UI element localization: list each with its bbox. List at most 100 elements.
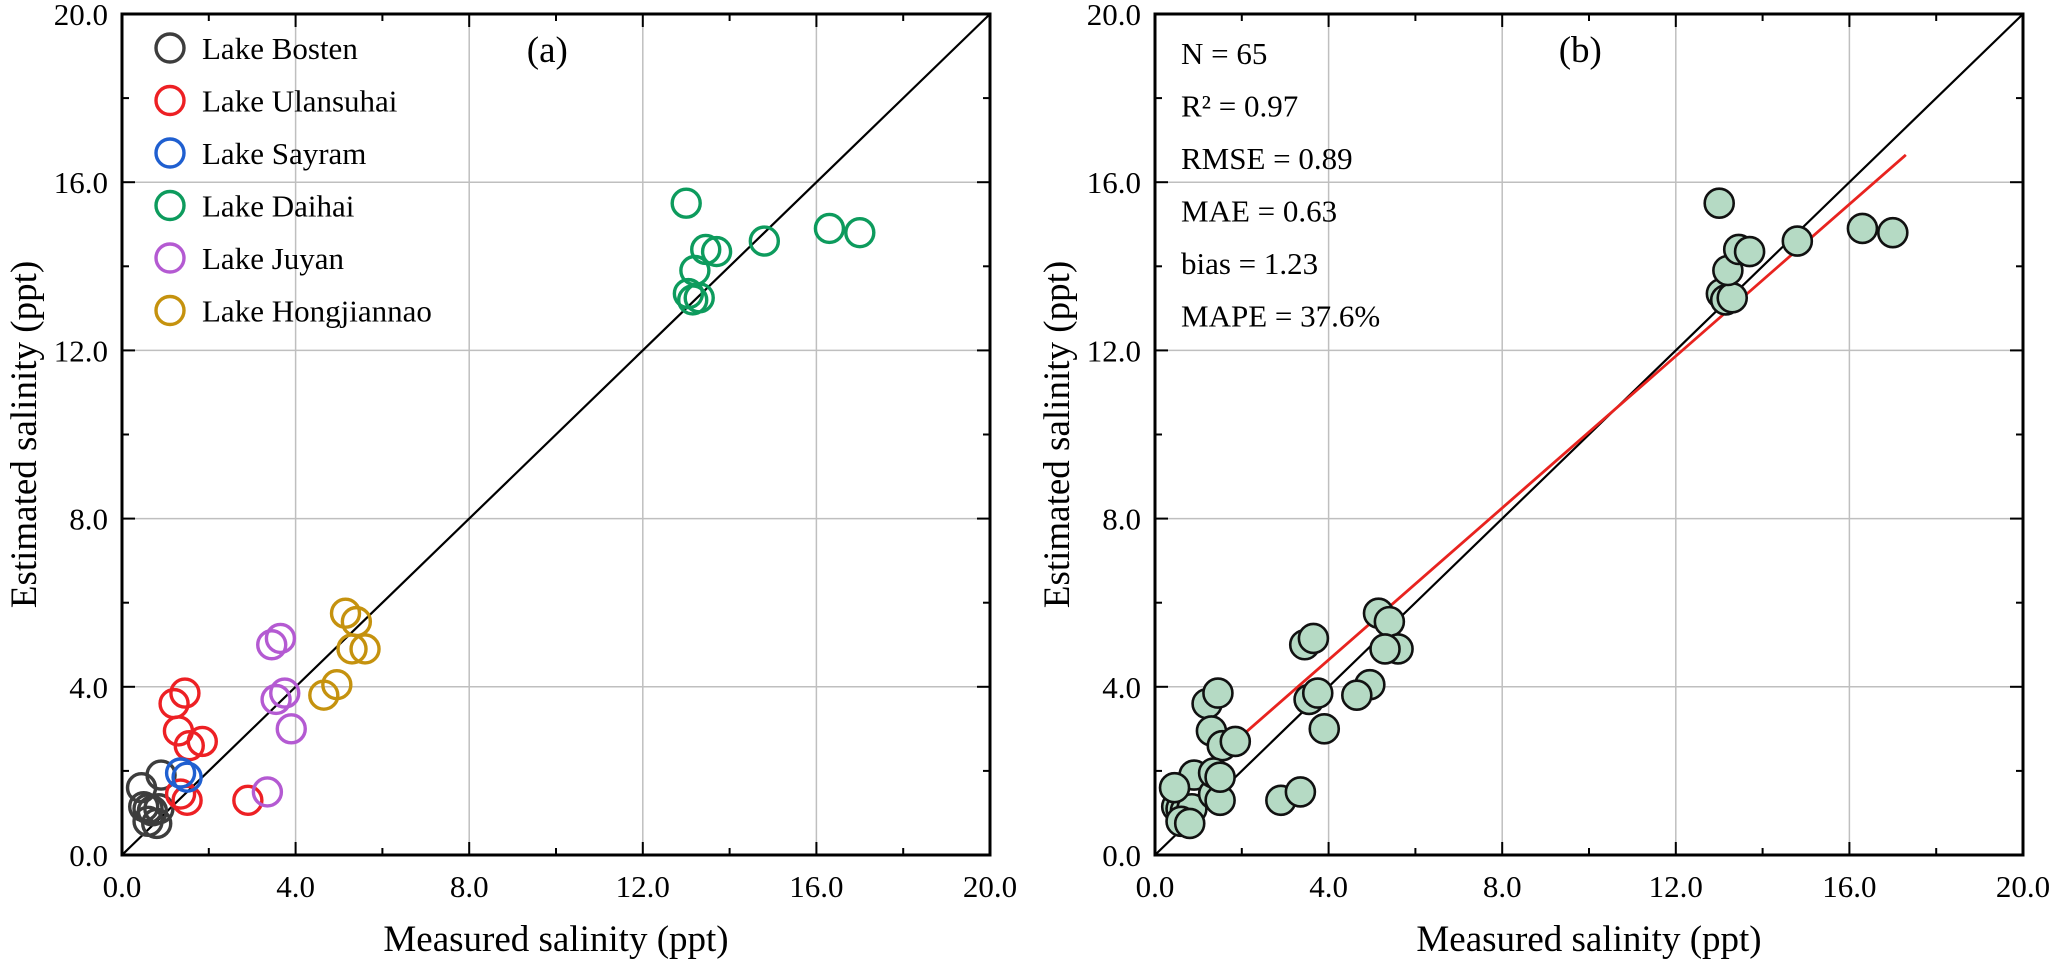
x-tick-label: 20.0 — [963, 869, 1017, 904]
legend-swatch-lake-hongjiannao — [154, 294, 186, 327]
x-tick-label: 12.0 — [616, 869, 670, 904]
panel-label: (a) — [527, 30, 568, 71]
data-point-lake-daihai — [844, 216, 876, 249]
data-point-all-lakes — [1158, 771, 1191, 804]
data-point-lake-ulansuhai — [186, 725, 218, 758]
y-tick-label: 12.0 — [54, 333, 108, 368]
data-point-lake-hongjiannao — [349, 633, 381, 665]
legend-label-lake-bosten: Lake Bosten — [202, 31, 358, 66]
data-point-lake-juyan — [256, 629, 288, 661]
data-point-all-lakes — [1369, 633, 1401, 665]
x-tick-label: 12.0 — [1649, 869, 1703, 904]
x-tick-label: 0.0 — [1136, 869, 1175, 904]
legend-label-lake-juyan: Lake Juyan — [202, 241, 345, 276]
data-point-lake-bosten — [125, 772, 158, 804]
data-point-all-lakes — [1202, 677, 1234, 709]
data-point-lake-hongjiannao — [336, 633, 368, 665]
data-point-all-lakes — [1297, 622, 1330, 655]
scatter-plot-a: 0.00.0 4.0 4.0 8.0 8.0 12.0 12.0 16.0 16.0 20.0 20… — [0, 0, 1034, 973]
data-point-lake-daihai — [748, 225, 781, 257]
stat-annotation: bias = 1.23 — [1181, 246, 1318, 281]
data-point-all-lakes — [1703, 187, 1736, 220]
data-point-lake-daihai — [670, 187, 702, 219]
data-point-lake-ulansuhai — [232, 784, 264, 817]
data-point-lake-sayram — [171, 761, 203, 793]
data-point-lake-daihai — [690, 233, 722, 266]
y-tick-label: 20.0 — [54, 0, 108, 32]
legend-swatch-lake-daihai — [154, 189, 186, 222]
y-tick-label: 12.0 — [1087, 333, 1141, 368]
y-axis-label: Estimated salinity (ppt) — [1037, 261, 1078, 608]
data-point-all-lakes — [1308, 713, 1341, 745]
data-point-lake-daihai — [813, 212, 846, 245]
scatter-plot-b: 0.00.0 4.0 4.0 8.0 8.0 12.0 12.0 16.0 16.0 20.0 20… — [1033, 0, 2067, 973]
data-point-lake-juyan — [251, 776, 284, 808]
data-point-lake-ulansuhai — [164, 778, 197, 810]
y-tick-label: 0.0 — [1102, 838, 1141, 873]
legend-swatch-lake-bosten — [154, 32, 186, 64]
data-point-all-lakes — [1781, 225, 1814, 257]
plot-background — [0, 0, 1034, 973]
stat-annotation: RMSE = 0.89 — [1181, 141, 1353, 176]
x-tick-label: 4.0 — [276, 869, 315, 904]
y-tick-label: 8.0 — [69, 502, 108, 537]
y-tick-label: 4.0 — [1102, 670, 1141, 705]
data-point-all-lakes — [1876, 216, 1909, 249]
panel-b: 0.0 0.0 4.0 4.0 8.0 8.0 12.0 12.0 16.0 16.0 20.0 20… — [1033, 0, 2067, 973]
identity-line — [121, 13, 991, 856]
data-point-lake-juyan — [264, 622, 297, 655]
y-axis-label: Estimated salinity (ppt) — [4, 261, 45, 608]
legend-swatch-lake-sayram — [154, 137, 186, 169]
y-tick-label: 4.0 — [69, 670, 108, 705]
data-point-all-lakes — [1219, 725, 1252, 758]
data-point-lake-ulansuhai — [169, 677, 201, 709]
legend-label-lake-ulansuhai: Lake Ulansuhai — [202, 84, 398, 119]
data-point-all-lakes — [1341, 679, 1373, 712]
legend-label-lake-sayram: Lake Sayram — [202, 136, 366, 171]
x-tick-label: 16.0 — [789, 869, 843, 904]
y-tick-label: 0.0 — [69, 838, 108, 873]
x-tick-label: 4.0 — [1309, 869, 1348, 904]
x-axis-label: Measured salinity (ppt) — [383, 919, 728, 960]
data-point-lake-bosten — [141, 807, 173, 840]
data-point-all-lakes — [1204, 761, 1236, 794]
legend-label-lake-hongjiannao: Lake Hongjiannao — [202, 294, 432, 329]
y-tick-label: 16.0 — [54, 165, 108, 200]
data-point-all-lakes — [1733, 235, 1766, 268]
legend-swatch-lake-juyan — [154, 242, 186, 274]
data-point-all-lakes — [1173, 807, 1206, 840]
data-point-lake-daihai — [700, 235, 733, 268]
data-point-all-lakes — [1284, 776, 1317, 808]
panel-label: (b) — [1559, 30, 1602, 71]
stat-annotation: MAPE = 37.6% — [1181, 299, 1380, 334]
y-tick-label: 16.0 — [1087, 165, 1141, 200]
data-point-lake-ulansuhai — [173, 729, 205, 762]
data-point-all-lakes — [1846, 212, 1879, 245]
stat-annotation: MAE = 0.63 — [1181, 194, 1337, 229]
data-point-all-lakes — [1301, 677, 1334, 709]
x-axis-label: Measured salinity (ppt) — [1416, 919, 1761, 960]
legend-swatch-lake-ulansuhai — [154, 84, 186, 117]
identity-line — [1154, 13, 2024, 856]
x-tick-label: 8.0 — [1483, 869, 1522, 904]
data-point-all-lakes — [1716, 282, 1749, 314]
regression-line — [1167, 153, 1907, 802]
stat-annotation: R² = 0.97 — [1181, 89, 1298, 124]
data-point-lake-hongjiannao — [308, 679, 340, 711]
x-tick-label: 0.0 — [103, 869, 142, 904]
x-tick-label: 8.0 — [450, 869, 489, 904]
y-tick-label: 20.0 — [1087, 0, 1141, 32]
data-point-lake-juyan — [260, 683, 292, 716]
stat-annotation: N = 65 — [1181, 36, 1267, 71]
data-point-lake-hongjiannao — [329, 597, 362, 629]
panel-a: 0.0 0.0 4.0 4.0 8.0 8.0 12.0 12.0 16.0 16.0 20.0 20… — [0, 0, 1034, 973]
y-tick-label: 8.0 — [1102, 502, 1141, 537]
data-point-lake-juyan — [269, 677, 301, 709]
data-point-lake-sayram — [164, 757, 197, 789]
data-point-lake-juyan — [275, 713, 307, 745]
x-tick-label: 20.0 — [1996, 869, 2050, 904]
legend-label-lake-daihai: Lake Daihai — [202, 189, 355, 224]
x-tick-label: 16.0 — [1822, 869, 1876, 904]
data-point-all-lakes — [1373, 605, 1406, 638]
